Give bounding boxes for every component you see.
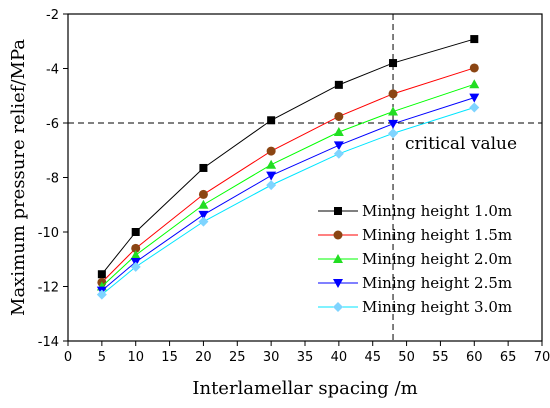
- legend-marker: [334, 207, 342, 215]
- x-tick-label: 20: [195, 350, 212, 365]
- x-tick-label: 5: [98, 350, 106, 365]
- data-point: [199, 163, 208, 172]
- critical-value-annotation: critical value: [405, 134, 517, 154]
- data-point: [388, 106, 399, 116]
- x-tick-label: 70: [534, 350, 550, 365]
- legend-item: Mining height 2.5m: [318, 274, 512, 292]
- data-point: [130, 250, 141, 260]
- legend-marker: [333, 230, 343, 240]
- legend-marker: [333, 302, 343, 312]
- legend-label: Mining height 3.0m: [362, 298, 512, 316]
- y-axis-title: Maximum pressure relief/MPa: [8, 39, 29, 316]
- legend-label: Mining height 1.5m: [362, 226, 512, 244]
- data-point: [198, 210, 209, 220]
- x-tick-label: 50: [398, 350, 415, 365]
- data-point: [333, 126, 344, 136]
- x-tick-label: 10: [127, 350, 144, 365]
- x-axis-title: Interlamellar spacing /m: [192, 378, 417, 399]
- legend-label: Mining height 2.0m: [362, 250, 512, 268]
- data-point: [266, 146, 276, 156]
- data-point: [130, 261, 141, 272]
- y-tick-label: -6: [46, 117, 59, 132]
- y-tick-label: -12: [38, 281, 59, 296]
- legend-item: Mining height 1.0m: [318, 202, 512, 220]
- data-point: [470, 35, 479, 44]
- data-point: [266, 171, 277, 181]
- data-point: [266, 180, 277, 191]
- legend-item: Mining height 2.0m: [318, 250, 512, 268]
- series-1: [97, 35, 479, 279]
- data-point: [131, 243, 141, 253]
- series-layer: [96, 35, 480, 300]
- x-tick-label: 30: [263, 350, 280, 365]
- y-tick-label: -2: [46, 8, 59, 23]
- legend-item: Mining height 3.0m: [318, 298, 512, 316]
- y-tick-label: -8: [46, 172, 59, 187]
- data-point: [469, 79, 480, 89]
- x-tick-label: 40: [331, 350, 348, 365]
- reference-lines: [68, 14, 542, 341]
- data-point: [469, 102, 480, 113]
- data-point: [334, 80, 343, 89]
- data-point: [334, 111, 344, 121]
- x-tick-label: 35: [297, 350, 314, 365]
- legend-marker: [333, 279, 343, 288]
- data-point: [388, 119, 399, 129]
- legend-label: Mining height 1.0m: [362, 202, 512, 220]
- data-point: [131, 228, 140, 236]
- data-point: [389, 59, 398, 68]
- data-point: [469, 63, 479, 73]
- series-5: [96, 102, 480, 300]
- data-point: [198, 199, 209, 209]
- y-tick-label: -10: [38, 226, 59, 241]
- legend: Mining height 1.0m Mining height 1.5m Mini…: [318, 202, 512, 316]
- data-point: [469, 93, 480, 103]
- data-point: [388, 89, 398, 99]
- data-point: [267, 116, 276, 125]
- data-point: [198, 189, 208, 199]
- data-point: [97, 270, 106, 279]
- series-3: [96, 79, 480, 291]
- legend-label: Mining height 2.5m: [362, 274, 512, 292]
- data-point: [333, 141, 344, 151]
- legend-marker: [333, 254, 343, 263]
- legend-item: Mining height 1.5m: [318, 226, 512, 244]
- x-tick-label: 0: [64, 350, 72, 365]
- y-tick-label: -4: [46, 63, 59, 78]
- data-point: [96, 289, 107, 300]
- x-tick-label: 55: [432, 350, 449, 365]
- x-tick-label: 60: [466, 350, 483, 365]
- x-tick-label: 65: [500, 350, 517, 365]
- data-point: [266, 159, 277, 169]
- x-tick-label: 25: [229, 350, 246, 365]
- data-point: [198, 216, 209, 227]
- data-point: [333, 148, 344, 159]
- axes: 0 5 10 15 20 25 30 35 40 45 50 55 60 65 70 -14 -12 -10 -8 -…: [38, 8, 550, 365]
- data-point: [388, 128, 399, 139]
- series-2: [97, 63, 479, 287]
- x-tick-label: 15: [161, 350, 178, 365]
- x-tick-label: 45: [364, 350, 381, 365]
- y-tick-label: -14: [38, 335, 59, 350]
